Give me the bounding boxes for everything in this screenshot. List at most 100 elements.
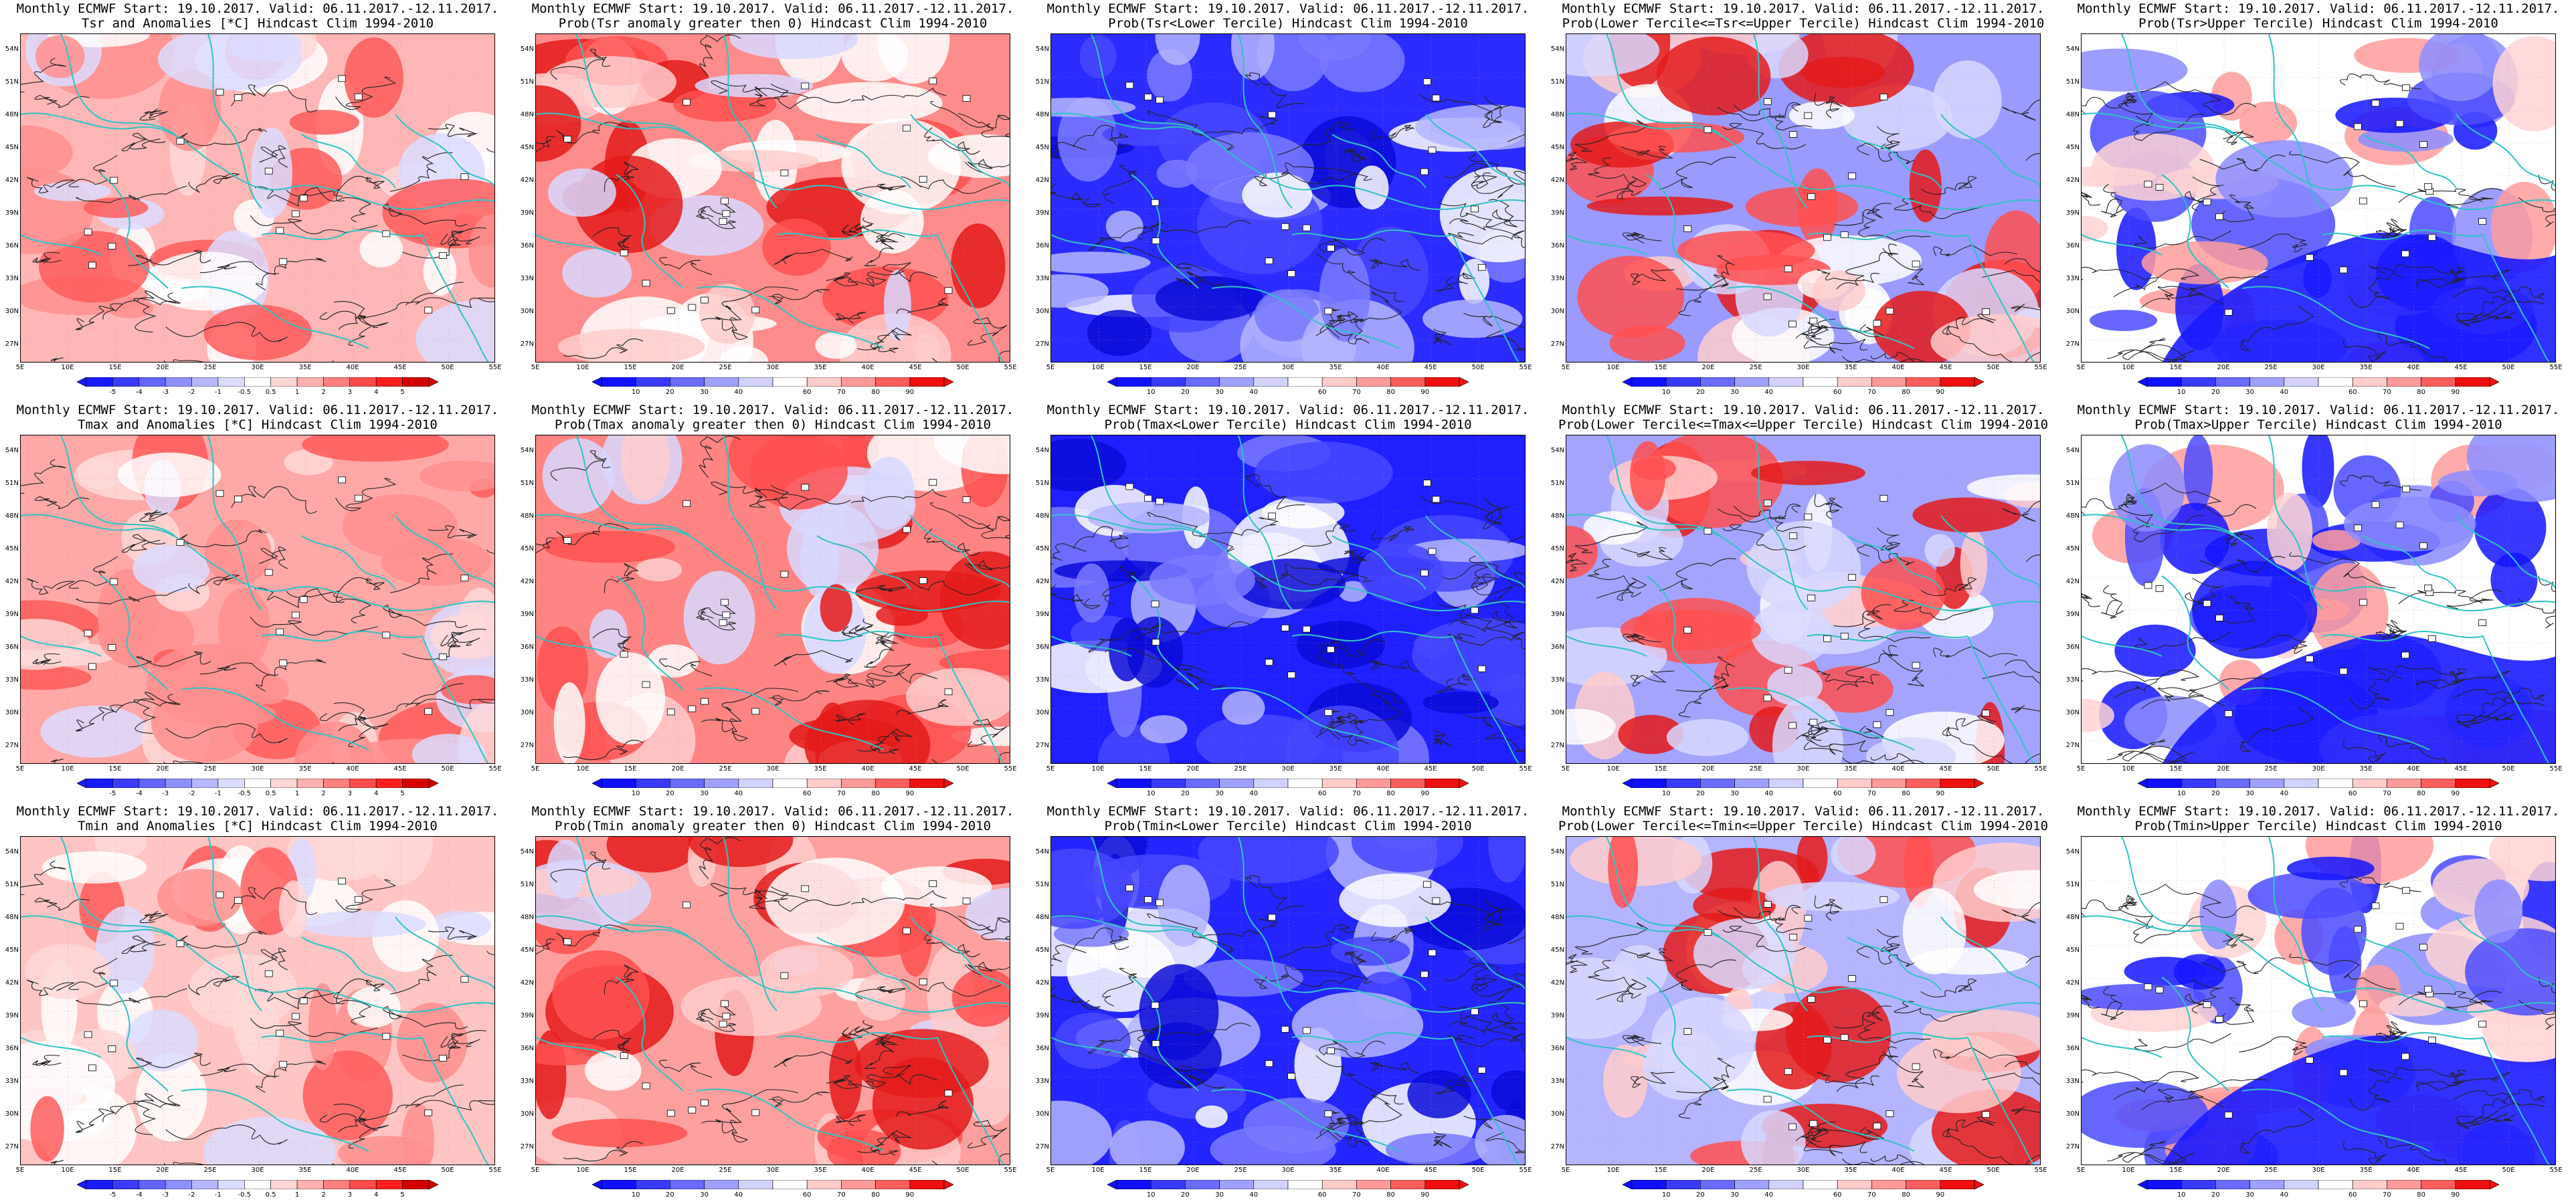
- temperature-contour: [1982, 1072, 2040, 1086]
- latitude-label: 27N: [1550, 742, 1564, 749]
- station-marker: [2401, 250, 2409, 258]
- temperature-contour: [2199, 957, 2286, 974]
- temperature-contour: [768, 1092, 830, 1108]
- station-marker: [2371, 902, 2380, 910]
- temperature-contour: [1631, 670, 1675, 687]
- latitude-label: 51N: [5, 881, 19, 888]
- coastline: [1331, 936, 1427, 991]
- temperature-contour: [21, 860, 66, 896]
- longitude-label: 30E: [1281, 765, 1295, 773]
- temperature-contour: [21, 459, 66, 494]
- latitude-label: 42N: [1550, 578, 1564, 585]
- colorbar-tick-label: 10: [631, 389, 640, 396]
- coastline: [1940, 515, 2040, 589]
- map-svg: [1566, 435, 2040, 763]
- colorbar-tick-label: 60: [1317, 389, 1327, 396]
- coastline: [2241, 687, 2430, 750]
- temperature-contour: [851, 87, 947, 102]
- longitude-label: 45E: [1424, 765, 1437, 773]
- station-marker: [2305, 254, 2314, 261]
- temperature-contour: [550, 450, 611, 482]
- temperature-contour: [773, 649, 853, 666]
- longitude-label: 30E: [766, 765, 779, 773]
- field-patch: [2183, 435, 2213, 511]
- colorbar-tick-label: 80: [1386, 790, 1395, 797]
- temperature-contour: [133, 1100, 177, 1136]
- temperature-contour: [1176, 1074, 1226, 1090]
- longitude-label: 5E: [1046, 364, 1055, 371]
- panel-title-line1: Monthly ECMWF Start: 19.10.2017. Valid: …: [1562, 804, 2045, 819]
- latitude-label: 54N: [1550, 447, 1564, 454]
- longitude-label: 30E: [1797, 364, 1810, 371]
- station-marker: [354, 494, 363, 502]
- coastline: [207, 837, 262, 1011]
- station-marker: [215, 88, 224, 96]
- latitude-label: 39N: [1035, 611, 1049, 618]
- station-marker: [176, 138, 185, 144]
- coastline: [1131, 575, 1199, 690]
- field-patch: [906, 668, 1010, 726]
- station-marker: [1432, 94, 1441, 102]
- longitude-label: 5E: [2076, 765, 2086, 773]
- field-patch: [1407, 538, 1525, 563]
- longitude-label: 20E: [671, 364, 684, 371]
- colorbar-segment: [2318, 377, 2353, 387]
- colorbar-segment: [2421, 377, 2456, 387]
- coastline: [2268, 837, 2323, 1011]
- colorbar-segment: [139, 779, 166, 788]
- longitude-label: 20E: [1186, 1167, 1200, 1174]
- longitude-label: 10E: [576, 1167, 589, 1174]
- field-patch: [1051, 274, 1109, 308]
- field-patch: [759, 945, 854, 997]
- station-marker: [903, 124, 911, 132]
- temperature-contour: [2140, 482, 2257, 517]
- colorbar-segment: [86, 377, 113, 387]
- station-marker: [1156, 899, 1164, 906]
- coastline: [1726, 286, 1915, 349]
- coastline: [395, 114, 494, 187]
- longitude-label: 25E: [2264, 1167, 2278, 1174]
- temperature-contour: [604, 965, 639, 995]
- field-patch: [551, 1118, 688, 1148]
- station-marker: [801, 82, 810, 90]
- latitude-label: 36N: [520, 1045, 534, 1052]
- station-marker: [2224, 1111, 2233, 1118]
- latitude-label: 48N: [2065, 914, 2080, 921]
- longitude-label: 15E: [2169, 364, 2183, 371]
- station-marker: [2215, 1015, 2224, 1023]
- colorbar-tick-label: -4: [135, 389, 143, 396]
- temperature-contour: [1436, 272, 1475, 292]
- station-marker: [1281, 624, 1289, 631]
- field-patch: [589, 609, 628, 659]
- station-marker: [354, 896, 363, 903]
- colorbar-tick-label: -0.5: [238, 1191, 252, 1199]
- station-marker: [1683, 225, 1692, 232]
- temperature-contour: [2106, 349, 2195, 362]
- temperature-contour: [128, 249, 211, 266]
- latitude-label: 42N: [1550, 979, 1564, 987]
- field-patch: [820, 584, 852, 632]
- temperature-contour: [2289, 150, 2396, 187]
- coastline: [181, 286, 369, 349]
- latitude-label: 42N: [520, 578, 534, 585]
- temperature-contour: [128, 651, 211, 668]
- colorbar-tick-label: 90: [1420, 389, 1430, 396]
- station-marker: [666, 307, 675, 314]
- low-probability-region: [2163, 232, 2555, 362]
- temperature-contour: [2289, 953, 2396, 990]
- colorbar-segment: [635, 1180, 670, 1189]
- colorbar-tick-label: -2: [188, 1191, 195, 1199]
- colorbar-tick-label: 30: [2245, 1191, 2254, 1199]
- temperature-contour: [1806, 322, 1823, 342]
- latitude-label: 33N: [1550, 275, 1564, 282]
- station-marker: [2371, 100, 2380, 107]
- field-patch: [319, 837, 375, 879]
- colorbar-tick-label: -3: [162, 389, 169, 396]
- colorbar-tick-label: 40: [1764, 790, 1774, 797]
- panel-title-line2: Prob(Tsr>Upper Tercile) Hindcast Clim 19…: [2138, 16, 2498, 31]
- field-patch: [1960, 530, 1988, 597]
- temperature-contour: [1281, 965, 1372, 984]
- longitude-label: 55E: [2549, 364, 2563, 371]
- colorbar-tick-label: 20: [666, 790, 674, 797]
